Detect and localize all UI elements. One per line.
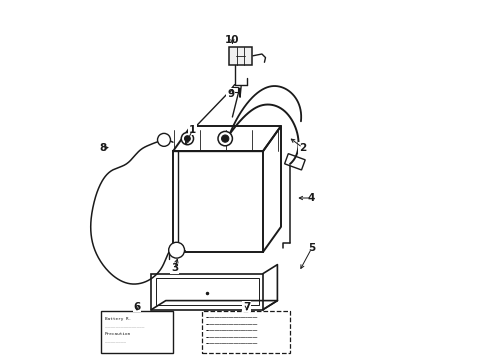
Circle shape <box>185 136 190 141</box>
Bar <box>156 278 259 305</box>
Text: ________: ________ <box>104 339 125 343</box>
Text: Battery R.: Battery R. <box>104 317 131 321</box>
Text: 5: 5 <box>308 243 315 253</box>
Text: ──────────────────────: ────────────────────── <box>205 316 258 320</box>
Text: ──────────────────────: ────────────────────── <box>205 323 258 327</box>
Text: 1: 1 <box>189 125 196 135</box>
Circle shape <box>157 133 171 146</box>
Text: Precaution: Precaution <box>104 332 131 336</box>
Bar <box>229 47 252 65</box>
Bar <box>101 311 173 353</box>
Bar <box>151 274 263 310</box>
Text: 6: 6 <box>133 302 141 312</box>
Text: 3: 3 <box>171 263 178 273</box>
Text: 7: 7 <box>243 302 250 312</box>
Text: 2: 2 <box>299 143 306 153</box>
Text: 9: 9 <box>227 89 234 99</box>
Text: _______________: _______________ <box>104 324 144 328</box>
Circle shape <box>181 132 194 145</box>
Text: ──────────────────────: ────────────────────── <box>205 342 258 346</box>
Circle shape <box>221 135 229 142</box>
Text: ──────────────────────: ────────────────────── <box>205 336 258 340</box>
Bar <box>232 87 238 92</box>
Text: 4: 4 <box>308 193 315 203</box>
Circle shape <box>218 131 232 146</box>
Circle shape <box>169 242 185 258</box>
Bar <box>202 311 290 353</box>
Bar <box>285 154 305 170</box>
Bar <box>173 151 263 252</box>
Text: 8: 8 <box>99 143 106 153</box>
Text: ──────────────────────: ────────────────────── <box>205 329 258 333</box>
Text: 10: 10 <box>225 35 240 45</box>
